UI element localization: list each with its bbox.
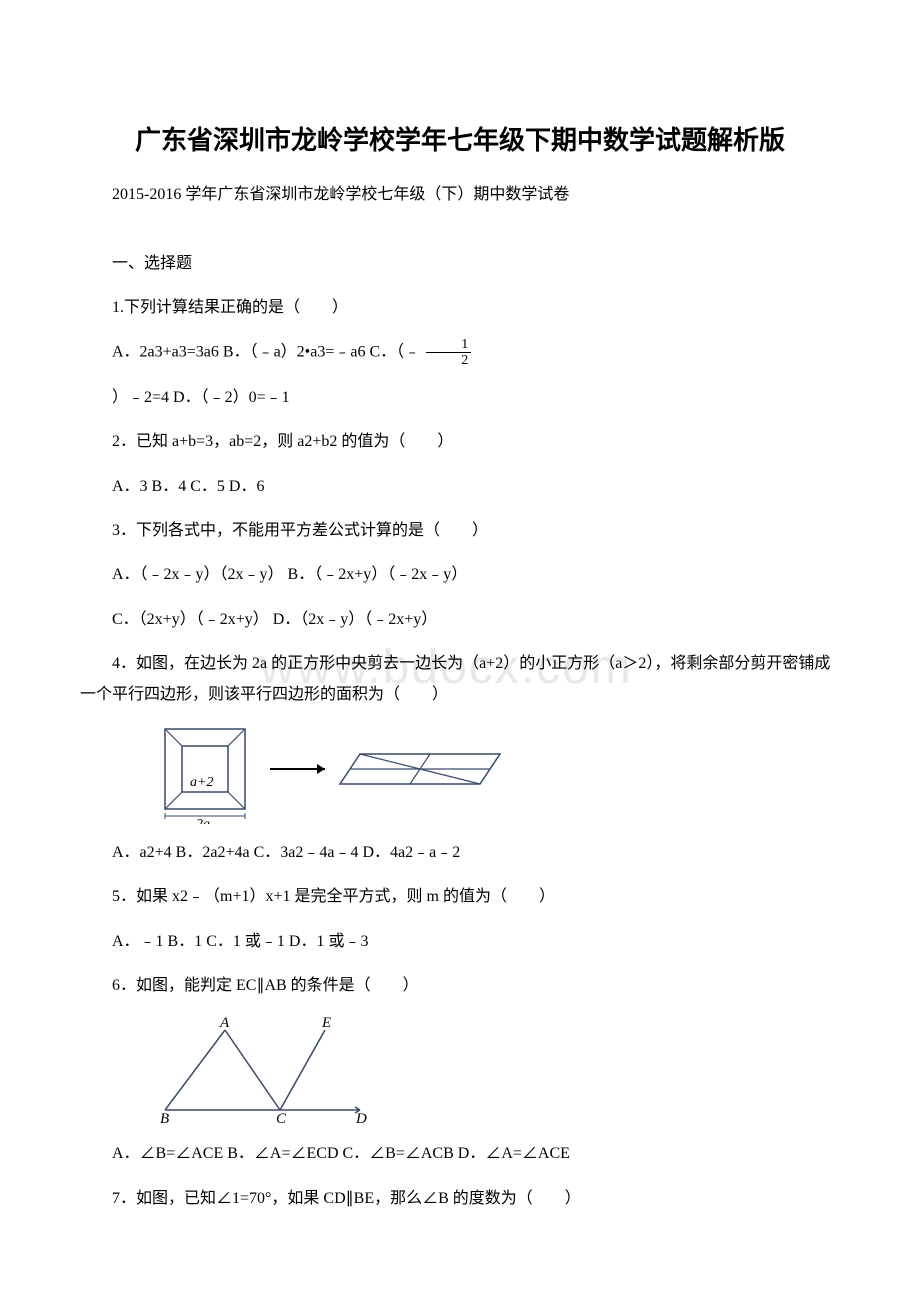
svg-text:B: B — [160, 1111, 169, 1125]
q1-options-line1: A．2a3+a3=3a6 B．（﹣a）2•a3=﹣a6 C．（﹣ 1 2 — [80, 337, 840, 369]
q7-stem: 7．如图，已知∠1=70°，如果 CD∥BE，那么∠B 的度数为（ ） — [80, 1184, 840, 1214]
q4-label-inner: a+2 — [190, 775, 213, 790]
q6-stem: 6．如图，能判定 EC∥AB 的条件是（ ） — [80, 971, 840, 1001]
q5-stem: 5．如果 x2﹣（m+1）x+1 是完全平方式，则 m 的值为（ ） — [80, 882, 840, 912]
fraction-denominator: 2 — [426, 353, 471, 368]
fraction-half: 1 2 — [426, 337, 471, 369]
q6-options: A．∠B=∠ACE B．∠A=∠ECD C．∠B=∠ACB D．∠A=∠ACE — [80, 1139, 840, 1169]
q3-options-line2: C．（2x+y）（﹣2x+y） D．（2x﹣y）（﹣2x+y） — [80, 605, 840, 635]
subtitle: 2015-2016 学年广东省深圳市龙岭学校七年级（下）期中数学试卷 — [80, 181, 840, 210]
q4-label-outer: 2a — [196, 817, 210, 824]
q5-options: A．﹣1 B．1 C．1 或﹣1 D．1 或﹣3 — [80, 927, 840, 957]
fraction-numerator: 1 — [426, 337, 471, 353]
q1-options-line2: ）﹣2=4 D．（﹣2）0=﹣1 — [80, 383, 840, 413]
svg-text:C: C — [276, 1111, 287, 1125]
q4-stem: 4．如图，在边长为 2a 的正方形中央剪去一边长为（a+2）的小正方形（a＞2）… — [80, 649, 840, 710]
q4-options: A．a2+4 B．2a2+4a C．3a2﹣4a﹣4 D．4a2﹣a﹣2 — [80, 838, 840, 868]
svg-text:E: E — [321, 1015, 331, 1031]
section-header: 一、选择题 — [80, 250, 840, 279]
page-title: 广东省深圳市龙岭学校学年七年级下期中数学试题解析版 — [80, 120, 840, 157]
q6-figure: A E B C D — [160, 1015, 840, 1125]
q2-options: A．3 B．4 C．5 D．6 — [80, 472, 840, 502]
q2-stem: 2．已知 a+b=3，ab=2，则 a2+b2 的值为（ ） — [80, 427, 840, 457]
q4-stem-text: 4．如图，在边长为 2a 的正方形中央剪去一边长为（a+2）的小正方形（a＞2）… — [80, 655, 830, 702]
q3-stem: 3．下列各式中，不能用平方差公式计算的是（ ） — [80, 516, 840, 546]
q1-opts-part1: A．2a3+a3=3a6 B．（﹣a）2•a3=﹣a6 C．（﹣ — [112, 344, 420, 361]
svg-text:D: D — [355, 1111, 367, 1125]
q4-figure: a+2 2a — [160, 724, 840, 824]
svg-text:A: A — [219, 1015, 230, 1031]
q3-options-line1: A．（﹣2x﹣y）（2x﹣y） B．（﹣2x+y）（﹣2x﹣y） — [80, 560, 840, 590]
q1-stem: 1.下列计算结果正确的是（ ） — [80, 293, 840, 323]
